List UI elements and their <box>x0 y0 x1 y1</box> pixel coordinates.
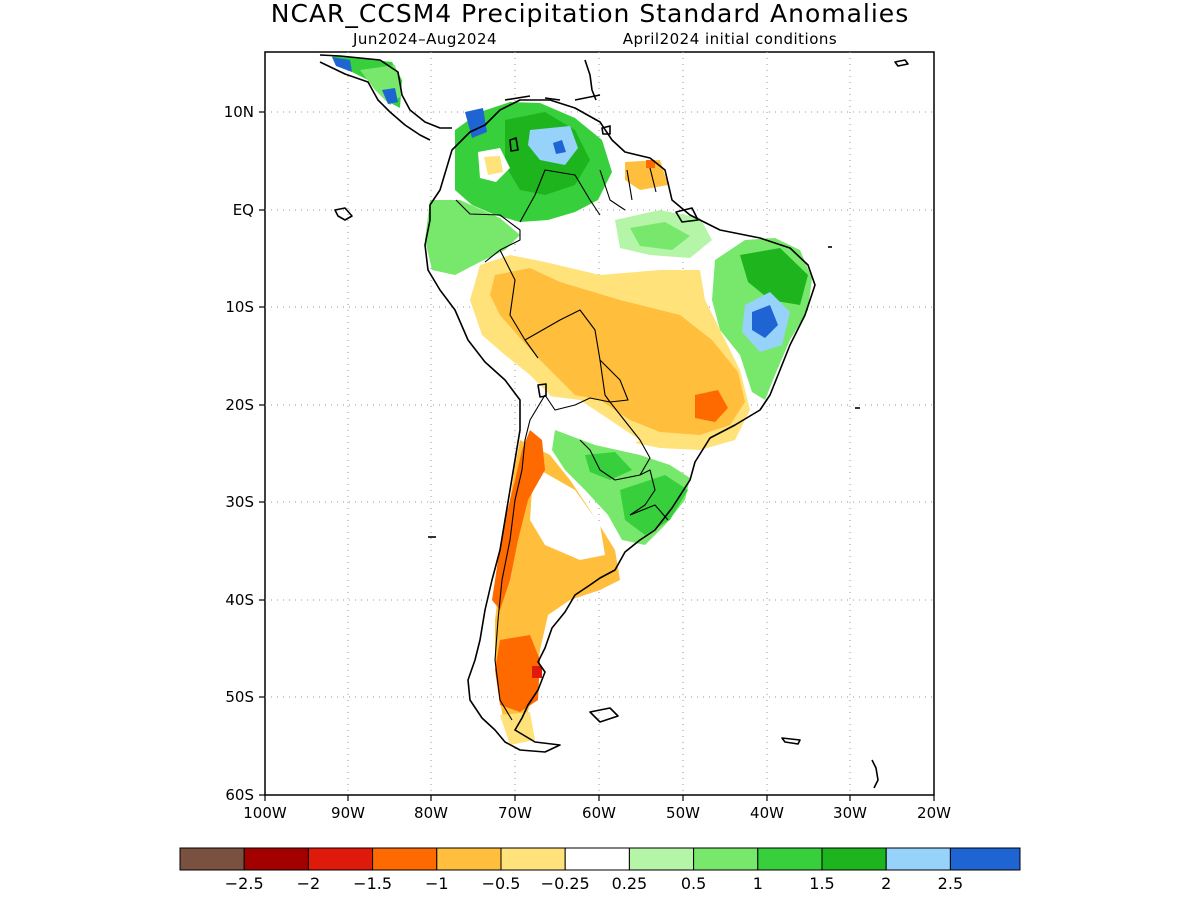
colorbar-swatch <box>757 847 823 871</box>
forecast-period: Jun2024–Aug2024 <box>352 30 497 48</box>
anomaly-guiana-orange <box>625 160 668 190</box>
anomaly-guiana-red <box>646 160 655 168</box>
colorbar-label: −0.25 <box>541 874 590 893</box>
caribbean-islands <box>504 94 601 101</box>
south-georgia <box>781 737 801 745</box>
colorbar-label: −1.5 <box>353 874 392 893</box>
chart-title: NCAR_CCSM4 Precipitation Standard Anomal… <box>271 0 909 28</box>
colorbar-swatch <box>436 847 502 871</box>
anomaly-argentina-white <box>530 470 605 560</box>
lat-tick-label: EQ <box>233 201 254 219</box>
lat-tick-label: 50S <box>225 688 254 706</box>
anomaly-colombia-yellow <box>484 156 503 175</box>
anomaly-patagonia-orange <box>495 635 540 712</box>
lon-tick-label: 80W <box>414 804 448 822</box>
colorbar-label: −2 <box>297 874 321 893</box>
lat-tick-label: 10S <box>225 298 254 316</box>
colorbar-label: 1.5 <box>809 874 834 893</box>
lon-tick-label: 100W <box>243 804 287 822</box>
colorbar-label: 0.25 <box>612 874 648 893</box>
colorbar-swatch <box>372 847 438 871</box>
galapagos <box>334 207 353 221</box>
lon-axis: 100W 90W 80W 70W 60W 50W 40W 30W 20W <box>243 795 951 822</box>
colorbar-swatch <box>179 847 245 871</box>
anomaly-central-america-blue-2 <box>382 88 398 104</box>
anomaly-amazon-green-2 <box>630 222 690 250</box>
colorbar-swatch <box>500 847 566 871</box>
colorbar-label: 1 <box>753 874 763 893</box>
lon-tick-label: 30W <box>833 804 867 822</box>
colorbar-swatch <box>693 847 759 871</box>
colorbar-swatch <box>307 847 374 871</box>
initial-conditions: April2024 initial conditions <box>623 30 837 48</box>
country-borders <box>455 167 669 721</box>
central-america-coast <box>319 54 452 129</box>
colorbar-label: −2.5 <box>225 874 264 893</box>
colorbar: −2.5 −2 −1.5 −1 −0.5 −0.25 0.25 0.5 1 1.… <box>179 847 1021 893</box>
colorbar-label: −1 <box>425 874 449 893</box>
anomaly-brazil-orange <box>490 268 745 435</box>
central-america-coast-2 <box>319 61 431 141</box>
lat-tick-label: 30S <box>225 493 254 511</box>
colorbar-swatch <box>949 847 1021 871</box>
colorbar-swatch <box>564 847 630 871</box>
lat-tick-label: 60S <box>225 786 254 804</box>
anomaly-ne-brazil-blue <box>752 305 778 338</box>
falklands <box>589 707 619 723</box>
anomaly-paraguay-green <box>585 452 632 480</box>
colorbar-swatch <box>628 847 695 871</box>
colorbar-swatch <box>243 847 309 871</box>
anomaly-bolivia-white <box>540 395 640 452</box>
lesser-antilles <box>584 59 597 101</box>
anomaly-central-america-blue <box>332 57 352 72</box>
lat-tick-label: 40S <box>225 591 254 609</box>
lon-tick-label: 70W <box>498 804 532 822</box>
lat-axis: 10N EQ 10S 20S 30S 40S 50S 60S <box>224 103 265 804</box>
anomaly-venezuela-lightblue <box>528 126 578 165</box>
lon-tick-label: 50W <box>666 804 700 822</box>
anomaly-caribbean-blue <box>465 108 487 138</box>
lat-tick-label: 20S <box>225 396 254 414</box>
lake-titicaca <box>537 383 547 398</box>
anomaly-brazil-red <box>695 390 728 422</box>
lon-tick-label: 90W <box>331 804 365 822</box>
lake-maracaibo <box>509 137 519 152</box>
lon-tick-label: 60W <box>582 804 616 822</box>
coastlines <box>319 54 909 789</box>
anomaly-ne-brazil-darkgreen <box>740 248 808 305</box>
lat-tick-label: 10N <box>224 103 254 121</box>
anomaly-north-sa-light <box>425 200 520 275</box>
lon-tick-label: 20W <box>917 804 951 822</box>
colorbar-swatch <box>821 847 887 871</box>
trinidad <box>601 125 611 135</box>
atlantic-islands-ne <box>894 59 909 67</box>
colorbar-swatch <box>885 847 951 871</box>
atlantic-islands-s <box>871 759 879 789</box>
anomaly-patagonia-red <box>532 666 542 678</box>
lon-tick-label: 40W <box>750 804 784 822</box>
marajo-island <box>675 207 699 223</box>
anomaly-venezuela-blue <box>553 140 566 154</box>
colorbar-label: 0.5 <box>681 874 706 893</box>
colorbar-label: −0.5 <box>482 874 521 893</box>
south-america-coast <box>424 99 816 753</box>
colorbar-label: 2 <box>881 874 891 893</box>
colorbar-label: 2.5 <box>938 874 963 893</box>
